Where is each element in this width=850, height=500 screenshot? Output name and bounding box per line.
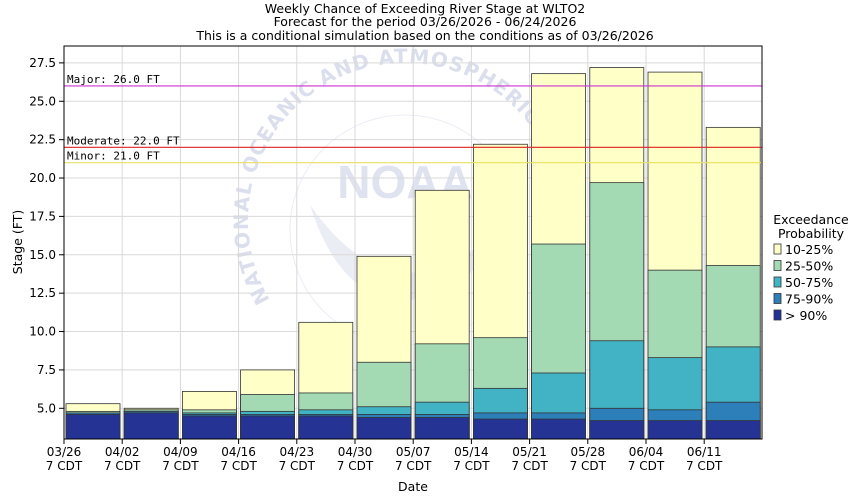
bar-90-week-3 bbox=[181, 415, 237, 440]
legend-title-line-1: Exceedance bbox=[773, 212, 849, 227]
x-tick-date: 05/14 bbox=[454, 445, 489, 459]
bar-90-week-10 bbox=[589, 420, 645, 440]
x-tick-time: 7 CDT bbox=[337, 459, 374, 473]
bar-90-week-9 bbox=[531, 418, 586, 440]
legend-swatch bbox=[773, 293, 782, 304]
chart-subtitle: This is a conditional simulation based o… bbox=[195, 28, 653, 43]
bar-90-week-1 bbox=[65, 414, 121, 440]
y-tick-label: 17.5 bbox=[29, 209, 56, 223]
x-tick-date: 05/07 bbox=[396, 445, 431, 459]
legend-title-line-2: Probability bbox=[778, 226, 845, 241]
legend-label: > 90% bbox=[785, 308, 827, 323]
x-tick-time: 7 CDT bbox=[453, 459, 490, 473]
y-tick-label: 27.5 bbox=[29, 56, 56, 70]
x-axis-label: Date bbox=[398, 479, 428, 494]
y-tick-label: 25.0 bbox=[29, 94, 56, 108]
legend: Exceedance Probability 10-25% 25-50%50-75… bbox=[773, 212, 849, 323]
x-tick-date: 04/09 bbox=[163, 445, 198, 459]
legend-swatch bbox=[773, 260, 782, 271]
x-tick-time: 7 CDT bbox=[511, 459, 548, 473]
threshold-label: Minor: 21.0 FT bbox=[67, 150, 160, 163]
bar-90-week-6 bbox=[356, 417, 412, 440]
chart-title-line-2: Forecast for the period 03/26/2026 - 06/… bbox=[274, 14, 577, 29]
x-tick-date: 03/26 bbox=[47, 445, 82, 459]
threshold-lines: Major: 26.0 FT Moderate: 22.0 FT Minor: 21… bbox=[64, 73, 762, 164]
x-tick-date: 06/04 bbox=[629, 445, 664, 459]
x-tick-time: 7 CDT bbox=[46, 459, 83, 473]
threshold-label: Major: 26.0 FT bbox=[67, 73, 160, 86]
y-axis-label: Stage (FT) bbox=[10, 210, 25, 274]
chart-title-line-1: Weekly Chance of Exceeding River Stage a… bbox=[265, 1, 585, 16]
x-tick-time: 7 CDT bbox=[279, 459, 316, 473]
threshold-label: Moderate: 22.0 FT bbox=[67, 134, 180, 147]
legend-swatch bbox=[773, 243, 782, 255]
bar-90-week-2 bbox=[123, 412, 179, 440]
y-tick-label: 10.0 bbox=[29, 325, 56, 339]
legend-swatch bbox=[773, 276, 782, 288]
legend-label: 25-50% bbox=[785, 259, 833, 274]
plot-border bbox=[63, 45, 763, 440]
x-tick-time: 7 CDT bbox=[686, 459, 723, 473]
x-tick-date: 05/21 bbox=[512, 445, 547, 459]
x-tick-date: 04/30 bbox=[338, 445, 373, 459]
bar-90-week-5 bbox=[298, 415, 354, 440]
bar-90-week-12 bbox=[705, 420, 761, 440]
x-tick-date: 04/23 bbox=[280, 445, 315, 459]
bars-group bbox=[65, 67, 761, 440]
legend-label: 50-75% bbox=[785, 275, 833, 290]
y-tick-label: 22.5 bbox=[29, 133, 56, 147]
y-tick-label: 12.5 bbox=[29, 286, 56, 300]
bar-90-week-7 bbox=[414, 417, 470, 440]
x-tick-time: 7 CDT bbox=[162, 459, 199, 473]
y-axis-ticks: 5.0 7.5 10.0 12.5 15.0 17.5 20.0 22.5 25.0 27.5 bbox=[29, 56, 64, 415]
x-tick-time: 7 CDT bbox=[570, 459, 607, 473]
x-tick-time: 7 CDT bbox=[628, 459, 665, 473]
y-tick-label: 15.0 bbox=[29, 248, 56, 262]
legend-label: 10-25% bbox=[785, 242, 833, 257]
x-tick-date: 04/02 bbox=[105, 445, 140, 459]
y-tick-label: 5.0 bbox=[37, 401, 56, 415]
x-tick-time: 7 CDT bbox=[220, 459, 257, 473]
x-tick-date: 04/16 bbox=[221, 445, 256, 459]
y-tick-label: 7.5 bbox=[37, 363, 56, 377]
x-tick-time: 7 CDT bbox=[395, 459, 432, 473]
legend-swatch bbox=[773, 309, 782, 321]
bar-90-week-8 bbox=[472, 418, 528, 440]
bar-90-week-11 bbox=[647, 420, 703, 440]
x-tick-time: 7 CDT bbox=[104, 459, 141, 473]
legend-items: 10-25% 25-50%50-75% 75-90%> 90% bbox=[773, 242, 833, 323]
bar-90-week-4 bbox=[240, 415, 296, 440]
y-tick-label: 20.0 bbox=[29, 171, 56, 185]
x-tick-date: 06/11 bbox=[687, 445, 722, 459]
x-tick-date: 05/28 bbox=[571, 445, 606, 459]
legend-label: 75-90% bbox=[785, 292, 833, 307]
